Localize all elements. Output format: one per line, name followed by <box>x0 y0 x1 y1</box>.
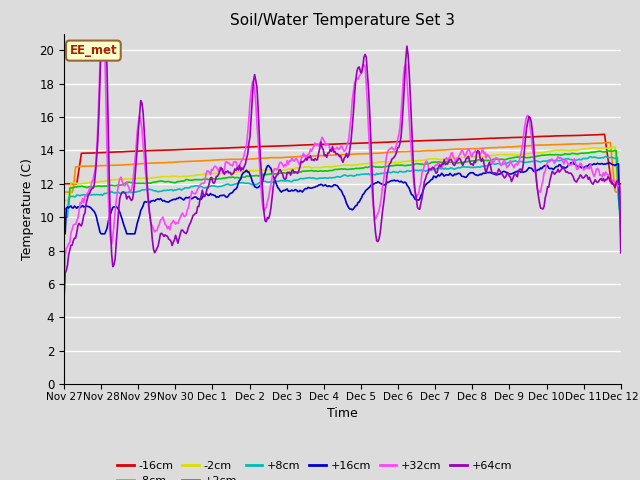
+8cm <box>234 181 241 187</box>
Line: +8cm: +8cm <box>64 156 621 217</box>
-16cm <box>234 144 241 150</box>
+64cm <box>399 100 407 106</box>
-8cm <box>295 154 303 159</box>
-8cm <box>566 141 573 147</box>
+2cm <box>566 151 573 157</box>
+2cm <box>372 164 380 170</box>
+16cm <box>295 189 303 194</box>
-2cm <box>469 154 477 159</box>
+32cm <box>399 73 407 79</box>
-16cm <box>566 133 573 139</box>
-8cm <box>617 189 625 195</box>
+64cm <box>617 250 625 256</box>
+32cm <box>97 39 105 45</box>
+32cm <box>567 162 575 168</box>
Text: EE_met: EE_met <box>70 44 117 57</box>
+2cm <box>399 162 406 168</box>
+32cm <box>296 161 304 167</box>
+8cm <box>399 169 406 175</box>
-2cm <box>611 144 619 150</box>
Line: -8cm: -8cm <box>64 143 621 192</box>
-8cm <box>607 140 614 145</box>
Y-axis label: Temperature (C): Temperature (C) <box>20 158 34 260</box>
+64cm <box>470 158 478 164</box>
+64cm <box>567 170 575 176</box>
+32cm <box>470 149 478 155</box>
+16cm <box>566 162 573 168</box>
Line: +2cm: +2cm <box>64 151 621 209</box>
+16cm <box>469 170 477 176</box>
-2cm <box>372 160 380 166</box>
-16cm <box>469 136 477 142</box>
-8cm <box>469 146 477 152</box>
+64cm <box>373 238 381 244</box>
+64cm <box>97 39 105 45</box>
-2cm <box>295 165 303 170</box>
+8cm <box>295 177 303 182</box>
+8cm <box>372 172 380 178</box>
+16cm <box>617 231 625 237</box>
-8cm <box>60 189 68 195</box>
-2cm <box>60 198 68 204</box>
-2cm <box>566 148 573 154</box>
+2cm <box>617 206 625 212</box>
Legend: -16cm, -8cm, -2cm, +2cm, +8cm, +16cm, +32cm, +64cm: -16cm, -8cm, -2cm, +2cm, +8cm, +16cm, +3… <box>113 456 516 480</box>
-2cm <box>234 169 241 175</box>
Line: +64cm: +64cm <box>64 42 621 300</box>
+2cm <box>295 169 303 175</box>
+8cm <box>469 165 477 170</box>
+64cm <box>296 164 304 169</box>
+16cm <box>399 179 406 185</box>
-16cm <box>60 181 68 187</box>
+8cm <box>602 154 609 159</box>
Line: +32cm: +32cm <box>64 42 621 300</box>
-8cm <box>372 150 380 156</box>
-16cm <box>399 139 406 144</box>
Line: -2cm: -2cm <box>64 147 621 201</box>
+64cm <box>60 298 68 303</box>
+2cm <box>611 148 619 154</box>
+16cm <box>234 184 241 190</box>
-8cm <box>399 149 406 155</box>
Line: +16cm: +16cm <box>64 162 621 234</box>
+8cm <box>60 214 68 220</box>
X-axis label: Time: Time <box>327 407 358 420</box>
+8cm <box>566 156 573 162</box>
-16cm <box>617 181 625 187</box>
-8cm <box>234 156 241 162</box>
Line: -16cm: -16cm <box>64 134 621 184</box>
+16cm <box>372 180 380 186</box>
+32cm <box>234 164 242 169</box>
+32cm <box>60 298 68 303</box>
+2cm <box>60 206 68 212</box>
-16cm <box>601 132 609 137</box>
+32cm <box>617 248 625 254</box>
+8cm <box>617 214 625 220</box>
+32cm <box>373 213 381 219</box>
+2cm <box>469 158 477 164</box>
-2cm <box>617 198 625 204</box>
-2cm <box>399 159 406 165</box>
+64cm <box>234 167 242 173</box>
+16cm <box>60 231 68 237</box>
Title: Soil/Water Temperature Set 3: Soil/Water Temperature Set 3 <box>230 13 455 28</box>
-16cm <box>295 143 303 148</box>
+16cm <box>570 159 577 165</box>
+2cm <box>234 175 241 180</box>
-16cm <box>372 140 380 145</box>
